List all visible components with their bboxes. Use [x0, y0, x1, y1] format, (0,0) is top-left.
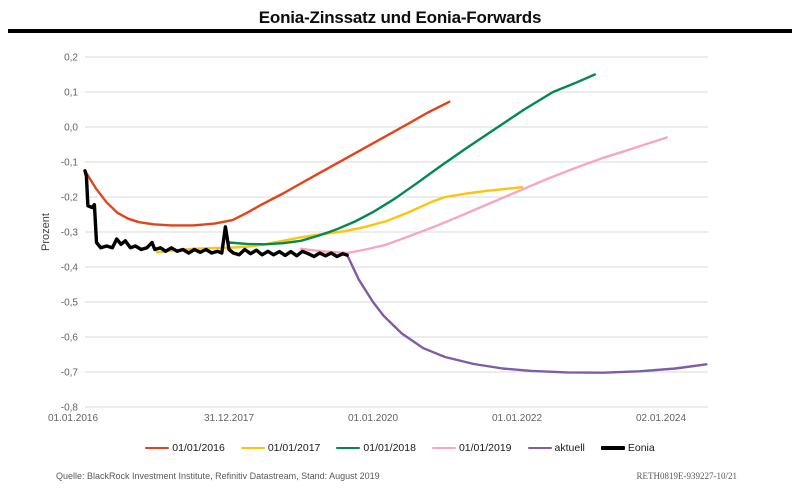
x-tick-label: 01.01.2016 — [48, 413, 98, 424]
legend-item-01-01-2017: 01/01/2017 — [240, 442, 321, 454]
legend-label: 01/01/2018 — [363, 442, 416, 454]
legend-item-01-01-2018: 01/01/2018 — [336, 442, 416, 454]
y-tick-label: -0,7 — [61, 368, 79, 379]
x-tick-label: 01.01.2022 — [492, 413, 542, 424]
y-tick-label: -0,5 — [61, 298, 79, 309]
y-tick-label: -0,2 — [61, 193, 79, 204]
y-tick-label: -0,6 — [61, 333, 79, 344]
chart-canvas: 0,2 0,1 0,0 -0,1 -0,2 -0,3 -0,4 -0,5 -0,6 -0,7 -0,… — [40, 53, 708, 424]
y-tick-label: -0,4 — [61, 263, 79, 274]
chart-area: 0,2 0,1 0,0 -0,1 -0,2 -0,3 -0,4 -0,5 -0,6 -0,7 -0,… — [40, 53, 708, 424]
series-line-eonia — [83, 169, 349, 259]
x-tick-label: 31.12.2017 — [204, 413, 254, 424]
y-tick-label: -0,3 — [61, 228, 79, 239]
page-title: Eonia-Zinssatz und Eonia-Forwards — [258, 8, 542, 27]
legend-swatch-icon — [336, 446, 361, 450]
title-rule — [8, 29, 792, 33]
legend-swatch-icon — [600, 446, 625, 450]
reference-code: RETH0819E-939227-10/21 — [636, 471, 738, 481]
series-line-01-01-2018 — [227, 73, 596, 246]
legend-label: aktuell — [554, 442, 585, 454]
series-line-01-01-2019 — [299, 136, 668, 255]
legend-swatch-icon — [145, 446, 170, 450]
series-line-aktuell — [345, 253, 708, 374]
series-line-01-01-2016 — [83, 100, 451, 227]
y-tick-label: 0,2 — [64, 53, 78, 64]
footer: Quelle: BlackRock Investment Institute, … — [56, 471, 737, 481]
x-tick-label: 01.01.2020 — [348, 413, 398, 424]
legend-label: 01/01/2017 — [267, 442, 321, 454]
x-tick-label: 02.01.2024 — [636, 413, 686, 424]
chart-legend: 01/01/2016 01/01/2017 01/01/2018 01/01/2019… — [0, 440, 800, 456]
legend-label: 01/01/2019 — [458, 442, 512, 454]
legend-item-01-01-2016: 01/01/2016 — [145, 442, 225, 454]
y-axis-title: Prozent — [40, 213, 52, 251]
legend-label: 01/01/2016 — [172, 442, 225, 454]
y-tick-label: 0,1 — [64, 88, 78, 99]
y-tick-label: -0,8 — [61, 403, 79, 414]
legend-swatch-icon — [240, 446, 265, 450]
legend-item-eonia: Eonia — [600, 442, 655, 454]
legend-swatch-icon — [431, 446, 456, 450]
y-tick-label: 0,0 — [64, 123, 78, 134]
legend-label: Eonia — [627, 442, 655, 454]
source-note: Quelle: BlackRock Investment Institute, … — [56, 471, 380, 481]
legend-swatch-icon — [527, 446, 552, 450]
y-tick-label: -0,1 — [61, 158, 79, 169]
legend-item-01-01-2019: 01/01/2019 — [431, 442, 512, 454]
legend-item-aktuell: aktuell — [527, 442, 585, 454]
